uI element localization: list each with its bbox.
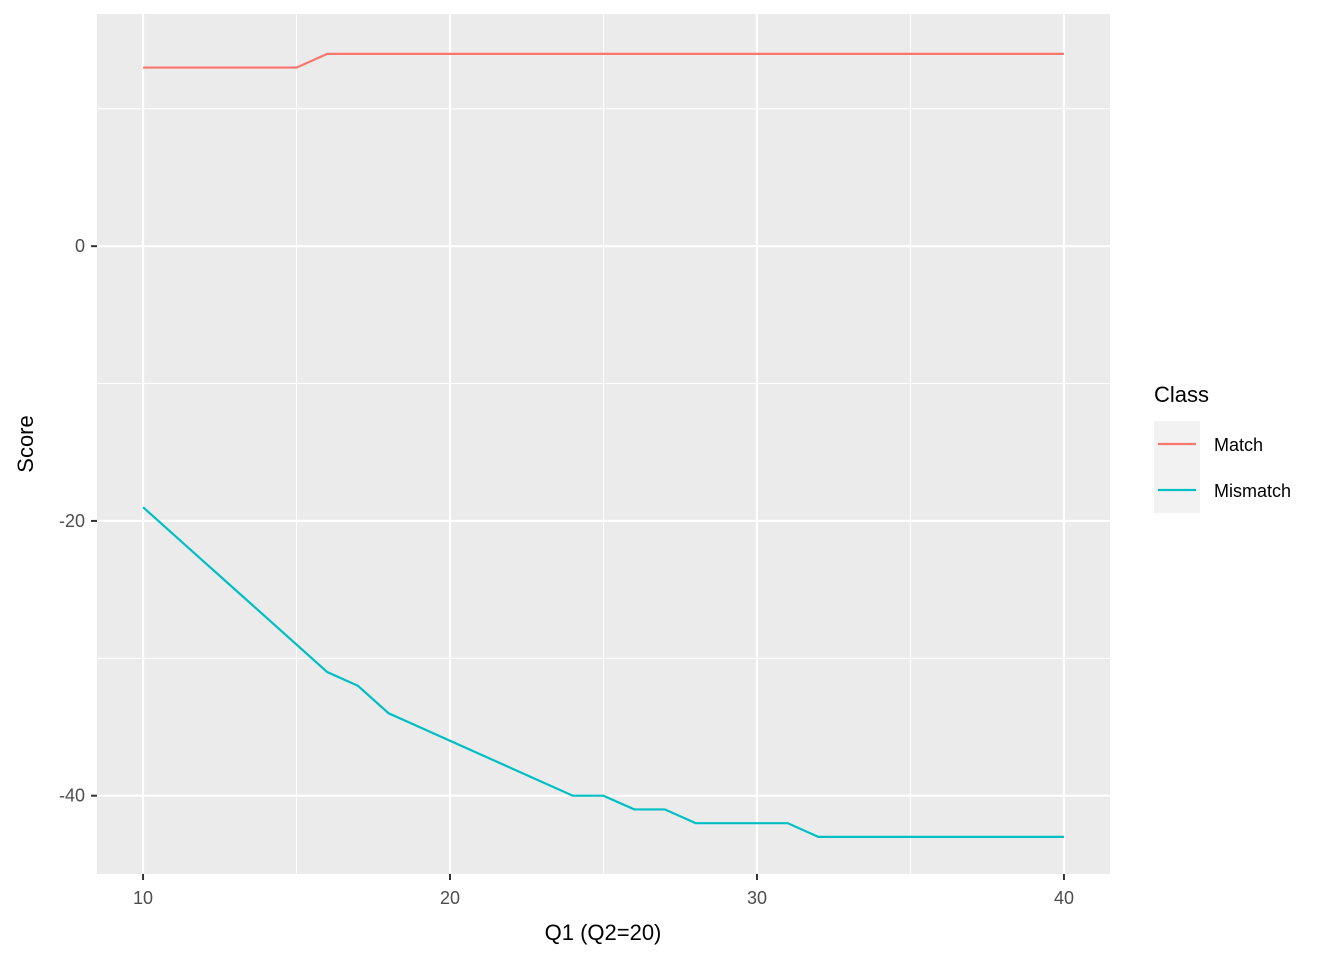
y-tick-label: -20: [59, 511, 85, 531]
legend-label: Match: [1214, 435, 1263, 455]
x-tick-label: 10: [133, 888, 153, 908]
x-tick-label: 40: [1054, 888, 1074, 908]
series-line-mismatch: [142, 506, 1064, 839]
y-tick-label: 0: [75, 236, 85, 256]
x-tick-label: 30: [747, 888, 767, 908]
legend-label: Mismatch: [1214, 481, 1291, 501]
x-axis-label: Q1 (Q2=20): [545, 920, 662, 945]
legend-title: Class: [1154, 382, 1209, 407]
series-line-match: [143, 52, 1064, 69]
y-tick-label: -40: [59, 786, 85, 806]
y-axis-label: Score: [13, 415, 38, 472]
x-tick-label: 20: [440, 888, 460, 908]
legend: Class Match Mismatch: [1154, 382, 1291, 513]
